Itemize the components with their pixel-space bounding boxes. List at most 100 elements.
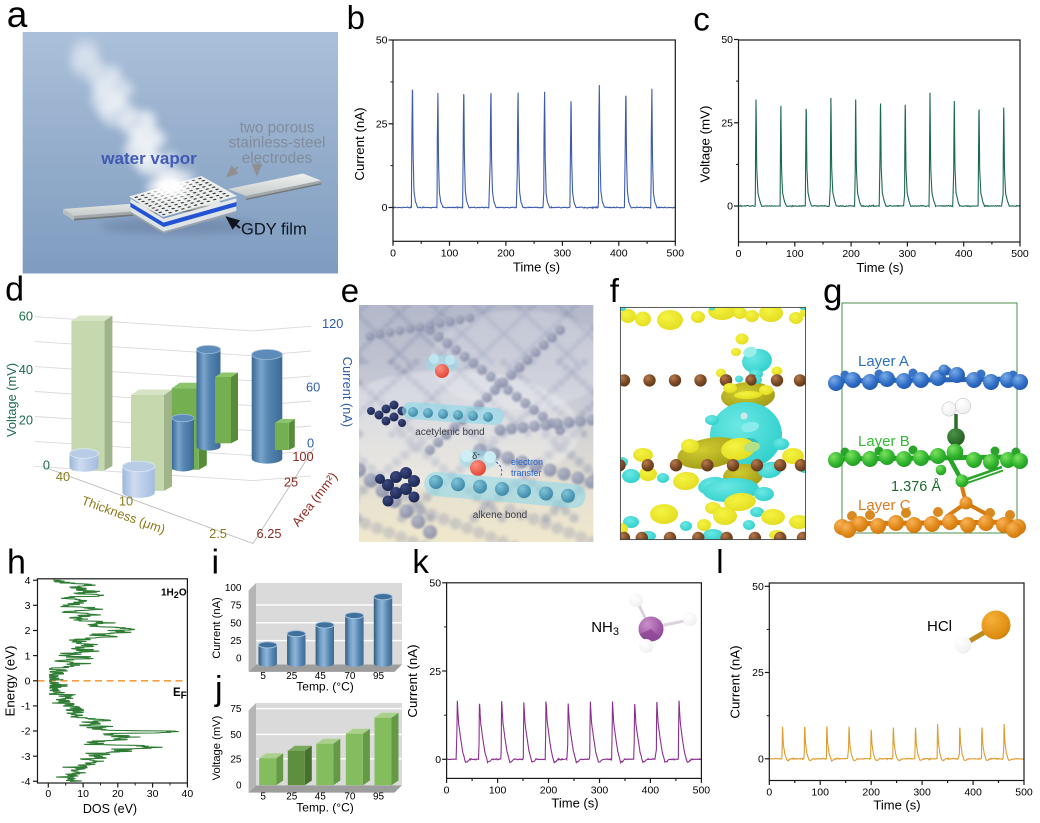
svg-text:1H2O: 1H2O [161,588,187,601]
svg-text:0: 0 [758,754,764,766]
svg-text:400: 400 [610,247,628,259]
svg-text:50: 50 [230,618,242,629]
svg-text:Current (nA): Current (nA) [340,357,355,427]
svg-text:200: 200 [497,247,515,259]
svg-text:NH3: NH3 [591,619,619,638]
svg-text:0: 0 [43,458,50,473]
svg-text:0: 0 [736,248,742,260]
svg-text:0: 0 [444,785,450,797]
svg-text:45: 45 [315,792,327,803]
svg-text:b: b [347,0,365,36]
svg-text:100: 100 [811,787,829,799]
svg-text:f: f [610,272,620,309]
svg-text:alkene bond: alkene bond [473,510,528,521]
svg-text:25: 25 [286,792,298,803]
svg-text:Layer B: Layer B [858,433,910,450]
svg-text:2: 2 [25,625,31,637]
svg-text:c: c [693,1,710,38]
svg-text:5: 5 [260,792,266,803]
svg-text:100: 100 [786,248,804,260]
svg-text:60: 60 [306,380,320,395]
svg-text:0: 0 [766,787,772,799]
svg-text:4: 4 [25,575,31,587]
svg-text:25: 25 [752,667,764,679]
svg-text:g: g [823,272,842,311]
svg-text:75: 75 [230,704,242,715]
svg-text:e: e [341,272,359,309]
svg-text:200: 200 [862,787,880,799]
svg-text:500: 500 [667,247,685,259]
svg-text:0: 0 [727,201,733,213]
svg-text:100: 100 [489,785,507,797]
svg-text:5: 5 [260,671,266,682]
svg-text:Time (s): Time (s) [873,798,920,813]
svg-text:500: 500 [1015,787,1033,799]
svg-text:-4: -4 [21,776,30,788]
svg-text:water vapor: water vapor [100,149,197,168]
svg-text:transfer: transfer [511,468,542,478]
svg-text:j: j [214,670,223,708]
svg-text:50: 50 [752,581,764,593]
svg-text:Current (nA): Current (nA) [211,597,223,659]
svg-text:0: 0 [236,780,242,791]
svg-text:Time (s): Time (s) [513,259,560,274]
svg-text:Layer A: Layer A [858,353,909,370]
svg-text:acetylenic bond: acetylenic bond [415,427,485,438]
svg-text:50: 50 [721,34,733,46]
svg-text:Layer C: Layer C [858,497,911,514]
svg-text:1.376 Å: 1.376 Å [891,478,941,495]
svg-text:20: 20 [19,413,33,428]
svg-text:10: 10 [119,494,133,509]
svg-text:400: 400 [642,785,660,797]
svg-text:-3: -3 [21,751,30,763]
svg-text:EF: EF [173,687,187,702]
svg-text:20: 20 [112,788,124,800]
svg-text:100: 100 [292,449,313,464]
svg-text:70: 70 [344,671,356,682]
svg-text:70: 70 [344,792,356,803]
svg-text:0: 0 [307,436,314,451]
svg-text:25: 25 [230,754,242,765]
svg-text:400: 400 [964,787,982,799]
svg-text:0: 0 [25,676,31,688]
svg-text:40: 40 [182,788,194,800]
svg-text:Time (s): Time (s) [551,796,598,811]
svg-text:Current (nA): Current (nA) [728,645,743,718]
svg-text:10: 10 [77,788,89,800]
svg-text:95: 95 [373,792,385,803]
svg-text:0: 0 [45,788,51,800]
svg-text:Temp. (°C): Temp. (°C) [296,680,353,694]
svg-text:3: 3 [25,600,31,612]
svg-text:0: 0 [390,247,396,259]
svg-text:25: 25 [284,475,298,490]
svg-text:200: 200 [540,785,558,797]
svg-text:6.25: 6.25 [257,526,282,541]
svg-text:Temp. (°C): Temp. (°C) [296,801,353,815]
svg-text:500: 500 [693,785,711,797]
svg-text:40: 40 [19,362,33,377]
svg-text:300: 300 [591,785,609,797]
svg-text:stainless-steel: stainless-steel [229,135,326,152]
svg-text:50: 50 [230,730,242,741]
svg-text:HCl: HCl [927,618,952,635]
svg-text:50: 50 [429,578,441,590]
svg-text:Voltage (mV): Voltage (mV) [698,106,713,183]
svg-text:500: 500 [1011,248,1029,260]
svg-text:electrodes: electrodes [242,150,313,167]
svg-text:100: 100 [225,583,242,594]
svg-text:45: 45 [315,671,327,682]
svg-text:DOS (eV): DOS (eV) [83,802,137,816]
svg-text:electron: electron [511,457,543,467]
svg-text:400: 400 [955,248,973,260]
svg-text:1: 1 [25,650,31,662]
svg-text:δ-: δ- [472,450,480,462]
svg-text:95: 95 [373,671,385,682]
svg-text:Current (nA): Current (nA) [352,107,367,180]
svg-text:Voltage (mV): Voltage (mV) [211,715,223,780]
svg-text:25: 25 [230,636,242,647]
svg-text:two porous: two porous [240,119,315,136]
svg-text:60: 60 [19,309,33,324]
svg-text:300: 300 [899,248,917,260]
svg-text:Time (s): Time (s) [856,260,903,275]
svg-text:300: 300 [554,247,572,259]
